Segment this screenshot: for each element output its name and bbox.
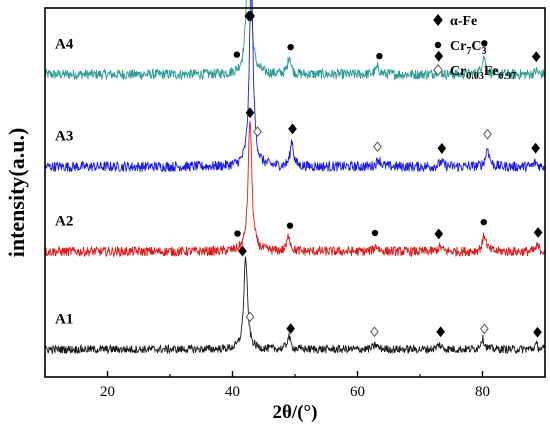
phase-marker-a2-3 [371,229,379,237]
legend-label-1: Cr7C3 [450,39,486,57]
phase-marker-a4-4 [434,50,444,62]
phase-marker-a3-6 [531,142,540,154]
series-label-a2: A2 [55,214,73,230]
legend-marker-diamond-open [433,63,443,77]
x-axis-label: 2θ/(°) [273,402,318,423]
phase-marker-a2-2 [286,222,294,229]
legend-label-2: Cr0.03Fe0.97 [450,64,516,82]
x-tick-label-60: 60 [350,384,365,400]
series-line-a4 [44,0,546,81]
y-axis-label: intensity(a.u.) [4,128,29,258]
phase-marker-a2-4 [434,228,444,240]
tick-layer: 20 40 60 80 [44,371,546,400]
phase-marker-a3-2 [288,123,297,135]
phase-marker-a4-1 [233,51,241,58]
phase-marker-a3-4 [437,143,447,154]
marker-layer [233,10,543,338]
phase-marker-a2-5 [480,218,487,226]
phase-marker-a1-1 [245,311,255,323]
phase-marker-a1-5 [480,323,489,335]
x-tick-label-80: 80 [475,384,490,400]
legend-label-0: α-Fe [450,14,477,29]
phase-marker-a1-0 [238,245,247,257]
phase-marker-a3-1 [253,126,262,138]
phase-marker-a4-2 [287,43,294,51]
phase-marker-a2-0 [245,107,255,119]
legend-marker-diamond-filled [433,13,443,27]
phase-marker-a4-3 [376,52,383,60]
phase-marker-a3-3 [373,141,382,153]
phase-marker-a2-1 [234,230,241,237]
series-label-a1: A1 [55,311,73,327]
phase-marker-a2-6 [533,227,543,238]
series-line-a2 [44,121,546,258]
series-label-a4: A4 [55,36,74,52]
series-line-a1 [44,256,546,355]
phase-marker-a3-0 [246,10,255,22]
legend-marker-dot [434,41,442,49]
phase-marker-a1-6 [533,326,542,338]
phase-marker-a1-4 [436,326,445,338]
x-tick-label-40: 40 [225,384,240,400]
series-line-a3 [44,0,546,173]
phase-marker-a4-5 [481,40,488,47]
series-label-a3: A3 [55,129,73,145]
legend: α-Fe Cr7C3 Cr0.03Fe0.97 [433,13,516,82]
phase-marker-a1-2 [286,323,295,335]
phase-marker-a1-3 [370,326,379,338]
phase-marker-a3-5 [483,128,492,140]
phase-marker-a4-6 [531,51,541,63]
x-tick-label-20: 20 [100,384,115,400]
series-layer [44,0,546,355]
label-layer: A4 A3 A2 A1 [55,36,74,327]
